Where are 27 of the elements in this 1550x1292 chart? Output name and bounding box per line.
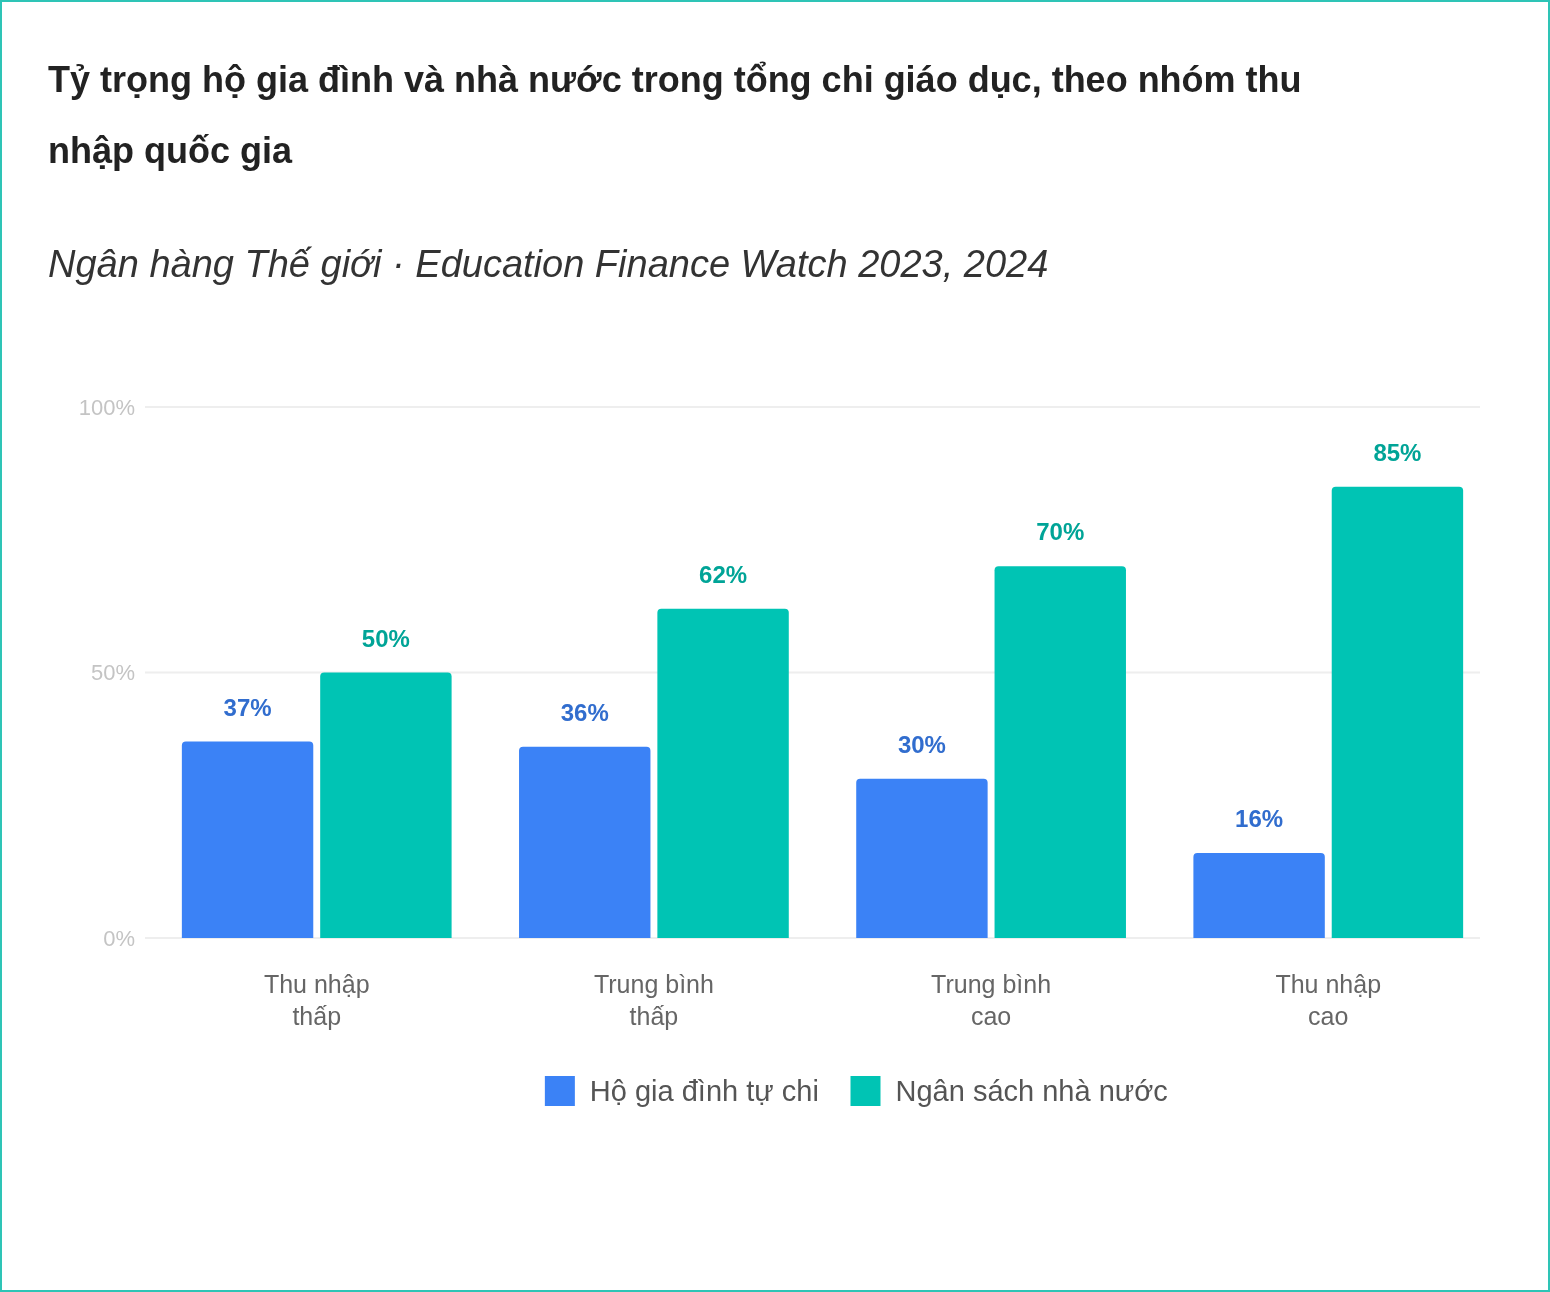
data-label: 62%	[699, 560, 748, 588]
data-label: 30%	[897, 730, 946, 758]
data-label: 37%	[223, 693, 272, 721]
y-tick-label: 0%	[103, 925, 135, 951]
bar	[1331, 486, 1464, 938]
bar	[994, 566, 1126, 938]
legend-label: Ngân sách nhà nước	[895, 1075, 1168, 1108]
x-tick-label: Thu nhập cao	[1275, 970, 1382, 1030]
data-label: 70%	[1036, 518, 1085, 546]
data-label: 50%	[361, 624, 410, 652]
bar	[657, 608, 789, 938]
legend-label: Hộ gia đình tự chi	[589, 1075, 819, 1108]
y-tick-label: 100%	[78, 394, 135, 420]
bar	[1193, 853, 1325, 938]
chart-subtitle: Ngân hàng Thế giới · Education Finance Watch 2023, 2024	[48, 243, 1049, 285]
chart-title: Tỷ trọng hộ gia đình và nhà nước trong tổng chi giáo dục, theo nhóm thu nhập quốc gia	[48, 59, 1302, 171]
data-label: 16%	[1235, 805, 1284, 833]
bar	[320, 672, 452, 938]
data-label: 85%	[1373, 438, 1422, 466]
bar	[519, 746, 651, 938]
x-tick-label: Thu nhập thấp	[263, 970, 370, 1030]
x-tick-label: Trung bình cao	[931, 970, 1052, 1030]
y-tick-label: 50%	[90, 660, 135, 686]
bar	[181, 741, 314, 938]
bar	[856, 778, 988, 938]
x-tick-label: Trung bình thấp	[593, 970, 714, 1030]
data-label: 36%	[560, 698, 609, 726]
